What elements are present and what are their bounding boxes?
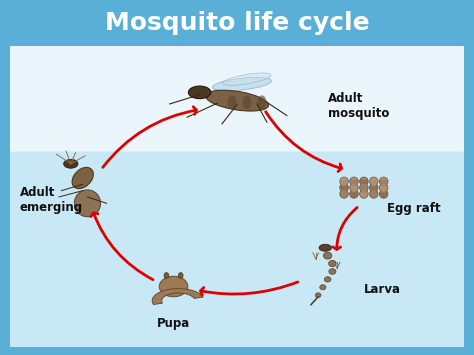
Ellipse shape [351, 184, 357, 186]
Text: Larva: Larva [364, 284, 401, 296]
Text: Adult
mosquito: Adult mosquito [328, 92, 389, 120]
Text: Mosquito life cycle: Mosquito life cycle [105, 11, 369, 35]
Ellipse shape [328, 261, 336, 267]
Ellipse shape [243, 95, 251, 109]
Ellipse shape [350, 177, 358, 186]
FancyBboxPatch shape [1, 152, 473, 353]
Ellipse shape [340, 183, 348, 192]
Ellipse shape [351, 178, 357, 180]
Ellipse shape [212, 77, 272, 91]
Ellipse shape [340, 190, 348, 198]
Ellipse shape [228, 95, 237, 109]
Ellipse shape [351, 190, 357, 192]
Ellipse shape [360, 190, 368, 198]
Ellipse shape [361, 184, 367, 186]
Text: Adult
emerging: Adult emerging [19, 186, 82, 214]
Ellipse shape [381, 178, 387, 180]
Ellipse shape [329, 269, 336, 274]
Ellipse shape [341, 190, 347, 192]
Ellipse shape [360, 183, 368, 192]
Ellipse shape [188, 86, 211, 99]
Ellipse shape [319, 244, 331, 251]
Ellipse shape [159, 276, 188, 297]
Ellipse shape [320, 285, 326, 290]
Ellipse shape [369, 190, 378, 198]
Ellipse shape [371, 178, 377, 180]
FancyBboxPatch shape [0, 34, 474, 355]
Ellipse shape [360, 177, 368, 186]
Ellipse shape [350, 183, 358, 192]
Ellipse shape [315, 293, 321, 297]
Ellipse shape [371, 190, 377, 192]
Ellipse shape [223, 73, 271, 85]
Ellipse shape [379, 177, 388, 186]
Ellipse shape [361, 178, 367, 180]
Ellipse shape [341, 184, 347, 186]
Ellipse shape [74, 190, 100, 217]
Ellipse shape [379, 190, 388, 198]
Ellipse shape [381, 184, 387, 186]
Ellipse shape [206, 90, 268, 111]
Ellipse shape [361, 190, 367, 192]
Ellipse shape [257, 95, 266, 109]
Text: Egg raft: Egg raft [386, 202, 440, 215]
Ellipse shape [369, 183, 378, 192]
Ellipse shape [323, 252, 332, 259]
Ellipse shape [164, 273, 169, 278]
Ellipse shape [72, 168, 93, 189]
Ellipse shape [350, 190, 358, 198]
Ellipse shape [64, 159, 78, 168]
Ellipse shape [178, 273, 183, 278]
Polygon shape [152, 289, 203, 305]
Ellipse shape [341, 178, 347, 180]
Ellipse shape [340, 177, 348, 186]
Text: Pupa: Pupa [157, 317, 190, 329]
Ellipse shape [369, 177, 378, 186]
Ellipse shape [381, 190, 387, 192]
Ellipse shape [379, 183, 388, 192]
Ellipse shape [371, 184, 377, 186]
Ellipse shape [324, 277, 331, 282]
